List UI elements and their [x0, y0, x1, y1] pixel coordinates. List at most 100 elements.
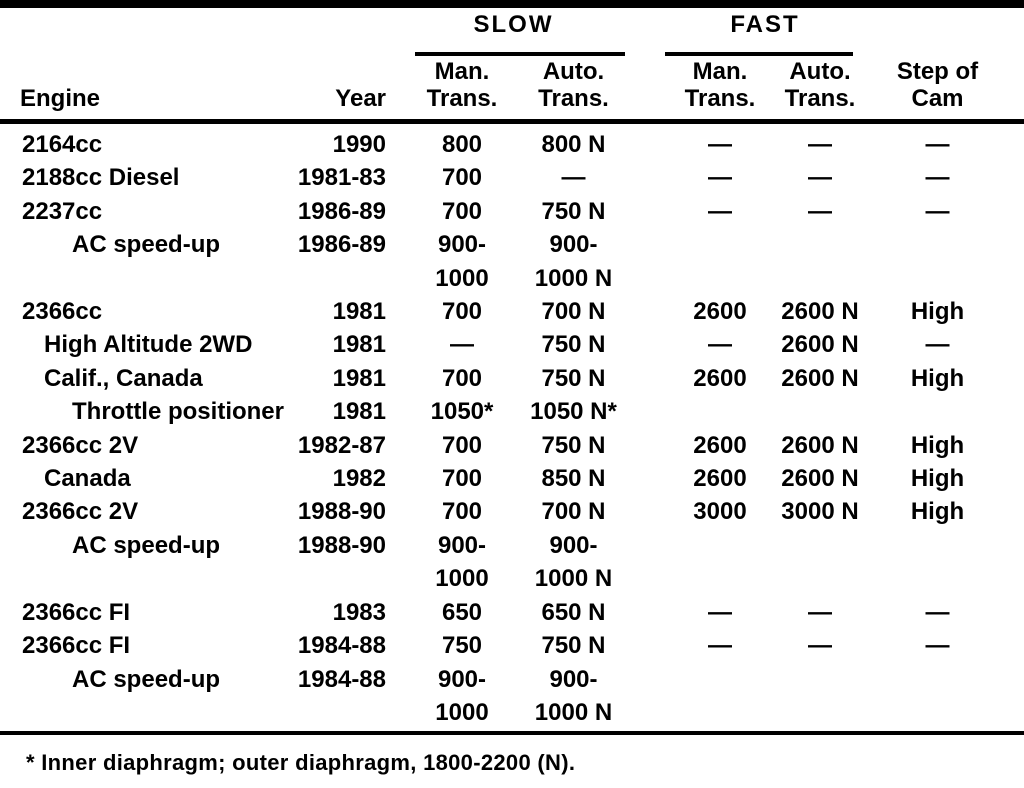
group-header-spacer-right	[865, 11, 1010, 56]
cell-fast-man: 2600	[665, 295, 775, 328]
cell-cam: High	[865, 295, 1010, 328]
cell-cam: High	[865, 495, 1010, 528]
cell-fast-man-value: —	[708, 632, 732, 660]
cell-slow-man-value: —	[450, 331, 474, 359]
cell-engine-value: AC speed-up	[72, 665, 221, 693]
cell-slow-man-value: 700	[441, 197, 483, 225]
cell-fast-man: —	[665, 128, 775, 161]
cell-year: 1982-87	[294, 429, 402, 462]
top-rule	[0, 0, 1024, 8]
cell-engine-value: 2366cc 2V	[22, 498, 139, 526]
column-header-step-of-cam: Step of Cam	[865, 58, 1010, 119]
cell-fast-man-value: 3000	[693, 498, 747, 526]
cell-fast-auto	[775, 395, 865, 428]
cell-cam: High	[865, 362, 1010, 395]
column-header-fast-auto-trans: Auto. Trans.	[775, 58, 865, 119]
cell-engine: AC speed-up	[0, 529, 294, 596]
cell-cam	[865, 228, 1010, 295]
cell-slow-man: 700	[402, 295, 522, 328]
cell-slow-auto: 700 N	[522, 495, 625, 528]
table-row: Calif., Canada 1981 700 750 N 2600 2600 N High	[0, 362, 1024, 395]
cell-slow-auto: 900- 1000 N	[522, 529, 625, 596]
cell-fast-man	[665, 395, 775, 428]
cell-slow-man: 750	[402, 629, 522, 662]
cell-year: 1981	[294, 395, 402, 428]
cell-fast-man	[665, 529, 775, 596]
cell-fast-auto: 2600 N	[775, 362, 865, 395]
cell-slow-auto: 900- 1000 N	[522, 663, 625, 730]
cell-year-value: 1981	[332, 331, 386, 359]
table-row: 2366cc 2V 1988-90 700 700 N 3000 3000 N High	[0, 495, 1024, 528]
cell-slow-auto-value: 750 N	[541, 431, 606, 459]
cell-year-value: 1988-90	[297, 531, 386, 559]
cell-cam: —	[865, 128, 1010, 161]
fast-group-rule	[665, 52, 853, 56]
column-gap	[625, 161, 665, 194]
cell-slow-man-value: 900- 1000	[435, 665, 489, 726]
table-body: 2164cc 1990 800 800 N — — — 2188cc Diesel 1981-8…	[0, 128, 1024, 729]
cell-fast-auto-value: —	[808, 197, 832, 225]
cell-cam-value: —	[925, 331, 950, 359]
column-header-gap	[625, 112, 665, 119]
column-gap	[625, 328, 665, 361]
cell-year: 1984-88	[294, 663, 402, 730]
cell-engine: 2164cc	[0, 128, 294, 161]
table-row: 2366cc 2V 1982-87 700 750 N 2600 2600 N High	[0, 429, 1024, 462]
group-header-spacer-left	[0, 11, 402, 56]
cell-fast-auto-value: 2600 N	[781, 465, 859, 493]
cell-fast-auto-value: 2600 N	[781, 331, 859, 359]
cell-year-value: 1981-83	[297, 164, 386, 192]
table-row: 2366cc 1981 700 700 N 2600 2600 N High	[0, 295, 1024, 328]
cell-engine: 2366cc FI	[0, 629, 294, 662]
cell-slow-man: 700	[402, 429, 522, 462]
cell-slow-auto-value: 700 N	[541, 298, 606, 326]
cell-engine-value: 2366cc	[22, 298, 103, 326]
cell-year-value: 1990	[332, 131, 386, 158]
cell-slow-auto-value: 800 N	[541, 131, 606, 158]
slow-group-rule	[415, 52, 625, 56]
cell-fast-auto-value: 3000 N	[781, 498, 859, 526]
cell-cam: —	[865, 328, 1010, 361]
cell-slow-man-value: 900- 1000	[435, 231, 489, 292]
cell-year: 1981	[294, 328, 402, 361]
cell-year: 1981-83	[294, 161, 402, 194]
column-gap	[625, 128, 665, 161]
cell-slow-auto-value: 700 N	[541, 498, 606, 526]
cell-fast-auto-value: —	[808, 131, 832, 158]
column-header-fast-man-trans: Man. Trans.	[665, 58, 775, 119]
cell-engine: 2366cc FI	[0, 596, 294, 629]
cell-engine-value: 2237cc	[22, 197, 103, 225]
cell-cam	[865, 529, 1010, 596]
column-header-slow-auto-trans: Auto. Trans.	[522, 58, 625, 119]
column-gap	[625, 495, 665, 528]
cell-fast-auto: —	[775, 128, 865, 161]
cell-slow-man-value: 700	[441, 164, 483, 192]
column-header-step-of-cam-label: Step of Cam	[896, 58, 979, 112]
cell-slow-auto: —	[522, 161, 625, 194]
table-row: 2164cc 1990 800 800 N — — —	[0, 128, 1024, 161]
cell-slow-auto-value: 850 N	[541, 465, 606, 493]
cell-year-value: 1981	[332, 364, 386, 392]
cell-slow-auto: 750 N	[522, 362, 625, 395]
cell-engine-value: 2188cc Diesel	[22, 164, 180, 192]
cell-year-value: 1986-89	[297, 197, 386, 225]
footnote: * Inner diaphragm; outer diaphragm, 1800…	[26, 750, 576, 776]
cell-fast-man-value: —	[708, 131, 732, 158]
cell-engine: Canada	[0, 462, 294, 495]
cell-fast-man: 2600	[665, 362, 775, 395]
table-row: AC speed-up 1986-89 900- 1000 900- 1000 N	[0, 228, 1024, 295]
cell-engine: AC speed-up	[0, 663, 294, 730]
cell-cam-value: —	[925, 131, 950, 158]
cell-slow-man: 900- 1000	[402, 228, 522, 295]
cell-fast-man-value: —	[708, 598, 732, 626]
cell-slow-auto-value: 650 N	[541, 598, 606, 626]
cell-slow-auto: 700 N	[522, 295, 625, 328]
cell-slow-auto: 750 N	[522, 195, 625, 228]
cell-fast-auto: —	[775, 629, 865, 662]
cell-engine-value: 2366cc 2V	[22, 431, 139, 459]
cell-fast-man: —	[665, 328, 775, 361]
cell-slow-auto: 650 N	[522, 596, 625, 629]
cell-year-value: 1981	[332, 298, 386, 326]
cell-fast-man: —	[665, 629, 775, 662]
